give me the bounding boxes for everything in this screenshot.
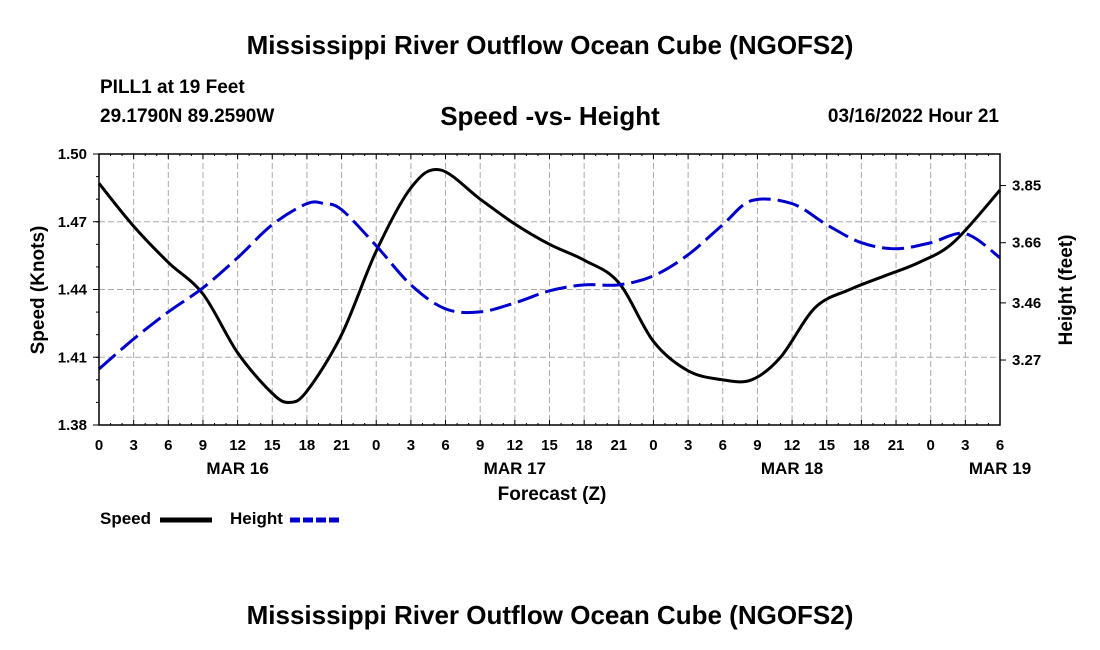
y-axis-left-label: Speed (Knots) bbox=[28, 226, 49, 355]
x-tick-label: 6 bbox=[719, 437, 727, 454]
forecast-date: 03/16/2022 Hour 21 bbox=[827, 106, 999, 127]
x-tick-label: 15 bbox=[818, 437, 835, 454]
chart-subtitle: Speed -vs- Height bbox=[440, 101, 660, 131]
x-tick-label: 15 bbox=[264, 437, 281, 454]
plot-frame bbox=[98, 153, 1001, 426]
y-right-tick-label: 3.27 bbox=[1012, 352, 1041, 369]
y-right-tick-label: 3.46 bbox=[1012, 295, 1041, 312]
legend-height-label: Height bbox=[230, 509, 283, 528]
height-series-line bbox=[98, 197, 1001, 371]
axis-ticks: 0 3 6 9 12 15 18 21 0 3 6 9 12 15 18 21 0 3 6 9 12 15 18 21 0 3 6 M… bbox=[58, 146, 1041, 478]
y-left-tick-label: 1.38 bbox=[58, 417, 87, 434]
y-axis-right-label: Height (feet) bbox=[1056, 235, 1077, 346]
x-tick-label: 18 bbox=[576, 437, 593, 454]
x-tick-label: 6 bbox=[164, 437, 172, 454]
x-tick-label: 15 bbox=[541, 437, 558, 454]
x-tick-label: 6 bbox=[996, 437, 1004, 454]
y-left-tick-label: 1.47 bbox=[58, 214, 87, 231]
station-coordinates: 29.1790N 89.2590W bbox=[100, 106, 275, 127]
x-tick-label: 0 bbox=[927, 437, 935, 454]
x-tick-label: 3 bbox=[961, 437, 969, 454]
x-tick-label: 21 bbox=[888, 437, 905, 454]
x-tick-label: 18 bbox=[299, 437, 316, 454]
x-tick-label: 21 bbox=[333, 437, 350, 454]
x-tick-label: 18 bbox=[853, 437, 870, 454]
y-right-tick-label: 3.85 bbox=[1012, 178, 1041, 195]
x-tick-label: 0 bbox=[95, 437, 103, 454]
x-date-label: MAR 16 bbox=[206, 459, 268, 478]
x-tick-label: 3 bbox=[407, 437, 415, 454]
x-tick-label: 0 bbox=[372, 437, 380, 454]
x-tick-label: 12 bbox=[784, 437, 801, 454]
x-tick-label: 12 bbox=[229, 437, 246, 454]
x-tick-label: 9 bbox=[199, 437, 207, 454]
legend-speed-label: Speed bbox=[100, 509, 152, 528]
y-left-tick-label: 1.50 bbox=[58, 146, 87, 163]
x-date-label: MAR 17 bbox=[484, 459, 546, 478]
x-tick-label: 9 bbox=[476, 437, 484, 454]
footer-title: Mississippi River Outflow Ocean Cube (NG… bbox=[246, 600, 854, 630]
x-tick-label: 6 bbox=[441, 437, 449, 454]
x-tick-label: 0 bbox=[649, 437, 657, 454]
x-date-label: MAR 19 bbox=[969, 459, 1031, 478]
x-tick-label: 21 bbox=[610, 437, 627, 454]
x-date-label: MAR 18 bbox=[761, 459, 823, 478]
y-left-tick-label: 1.44 bbox=[58, 282, 88, 299]
series-lines bbox=[97, 167, 1002, 404]
x-axis-label: Forecast (Z) bbox=[498, 484, 607, 505]
speed-series-line bbox=[97, 167, 1002, 404]
station-name: PILL1 at 19 Feet bbox=[100, 77, 245, 98]
y-right-tick-label: 3.66 bbox=[1012, 235, 1041, 252]
x-tick-label: 3 bbox=[129, 437, 137, 454]
chart-title: Mississippi River Outflow Ocean Cube (NG… bbox=[246, 30, 854, 60]
x-tick-label: 12 bbox=[507, 437, 524, 454]
x-tick-label: 9 bbox=[753, 437, 761, 454]
y-left-tick-label: 1.41 bbox=[58, 349, 87, 366]
x-tick-label: 3 bbox=[684, 437, 692, 454]
